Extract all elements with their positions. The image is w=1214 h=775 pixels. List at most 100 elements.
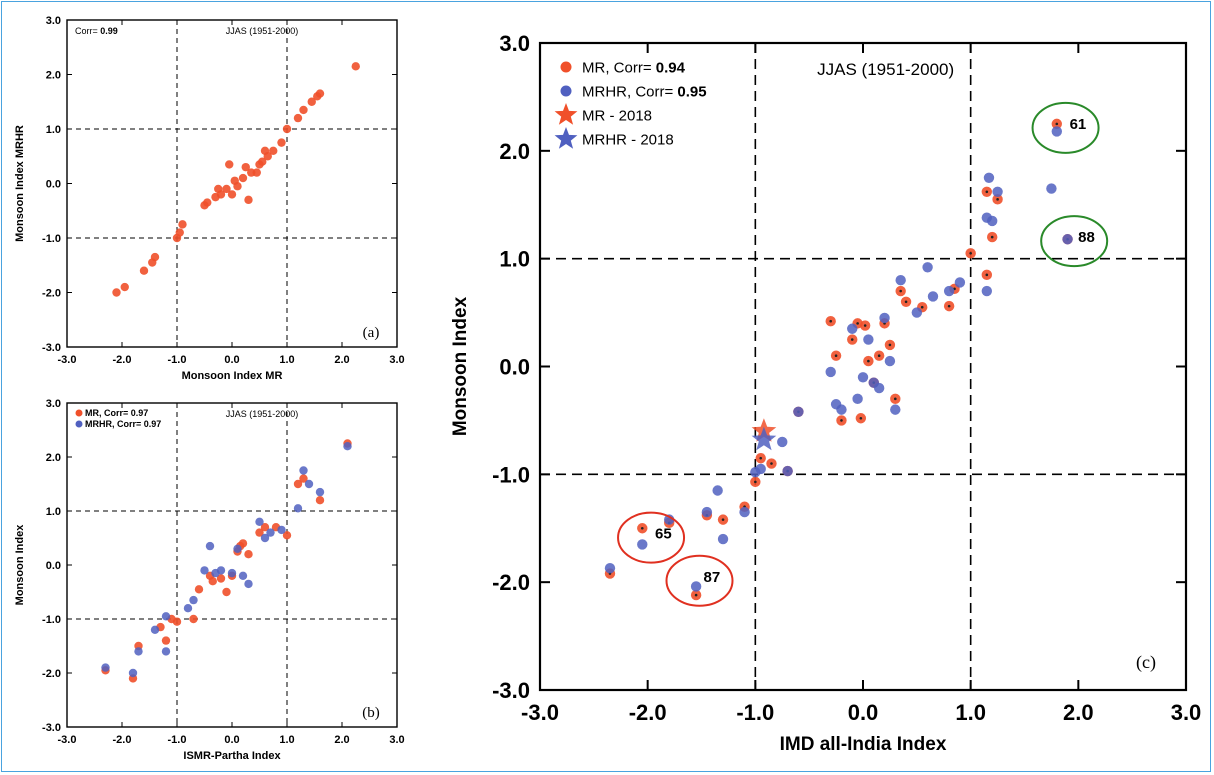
legend-label: MRHR, Corr= 0.97 <box>85 419 161 429</box>
data-point-mrhr <box>927 291 939 302</box>
data-point-mr <box>175 228 184 237</box>
data-point-mrhr <box>227 568 237 578</box>
data-point-center <box>899 289 902 293</box>
legend-text: MR, Corr= <box>85 408 131 418</box>
y-tick-label: -3.0 <box>492 678 530 703</box>
legend-marker-mr <box>560 61 572 73</box>
data-point-center <box>867 359 870 363</box>
data-point-mr <box>189 614 198 624</box>
data-point-mr <box>222 184 231 194</box>
legend-text: MRHR, Corr= <box>85 419 144 429</box>
data-point-mrhr <box>101 663 110 672</box>
data-point-mrhr <box>884 355 896 367</box>
series-mrhr <box>604 126 1073 592</box>
data-point-center <box>759 456 763 460</box>
x-tick-label: 1.0 <box>279 354 294 366</box>
y-tick-label: 1.0 <box>46 124 61 136</box>
data-point-mrhr <box>1051 126 1063 137</box>
data-point-mrhr <box>836 404 847 415</box>
data-point-center <box>856 322 859 325</box>
data-point-center <box>694 593 698 597</box>
legend-marker-mr <box>75 409 83 417</box>
data-point-mr <box>208 577 217 586</box>
data-point-mr <box>282 531 292 540</box>
data-point-center <box>985 190 989 194</box>
data-point-mr <box>299 105 308 115</box>
data-point-mrhr <box>1062 234 1073 245</box>
x-tick-label: 1.0 <box>279 734 294 746</box>
data-point-mrhr <box>992 186 1003 198</box>
data-point-mrhr <box>793 406 804 417</box>
data-point-center <box>877 354 881 358</box>
data-point-mrhr <box>637 539 648 550</box>
legend-marker-mrhr <box>75 420 83 428</box>
y-tick-label: -2.0 <box>42 668 61 680</box>
x-tick-label: -3.0 <box>521 700 559 725</box>
data-point-mr <box>315 89 325 98</box>
y-tick-label: 1.0 <box>499 247 530 272</box>
data-point-mrhr <box>293 504 303 513</box>
legend-value: 0.97 <box>131 408 149 418</box>
data-point-mr <box>293 113 303 123</box>
panel-label: (c) <box>1136 652 1156 673</box>
data-point-mrhr <box>183 604 193 613</box>
data-point-mrhr <box>238 571 248 580</box>
y-tick-label: 2.0 <box>499 139 530 164</box>
y-axis-label: Monsoon Index <box>14 524 26 606</box>
data-point-mrhr <box>260 533 270 543</box>
data-point-mr <box>315 496 325 505</box>
y-tick-label: -2.0 <box>492 570 530 595</box>
data-point-mrhr <box>205 541 215 551</box>
data-point-mrhr <box>857 372 869 383</box>
legend-label: MR, Corr= 0.97 <box>85 408 148 418</box>
data-point-center <box>721 518 725 521</box>
data-point-mrhr <box>847 323 858 334</box>
data-point-mr <box>161 636 171 645</box>
legend-value: 0.97 <box>144 419 162 429</box>
data-point-mrhr <box>852 393 863 405</box>
data-point-center <box>840 419 843 422</box>
y-tick-label: -1.0 <box>42 233 61 245</box>
data-point-mrhr <box>161 647 171 656</box>
y-tick-label: 0.0 <box>46 178 61 190</box>
legend-text: MRHR - 2018 <box>582 131 674 148</box>
legend-text: MR, Corr= <box>582 59 656 76</box>
data-point-mr <box>258 157 267 166</box>
data-point-mrhr <box>739 506 750 518</box>
x-tick-label: -3.0 <box>58 734 77 746</box>
data-point-mr <box>260 523 270 532</box>
data-point-mrhr <box>890 404 901 415</box>
data-point-mr <box>233 182 242 191</box>
x-tick-label: -1.0 <box>736 700 774 725</box>
legend-label: MR, Corr= 0.94 <box>582 59 686 76</box>
data-point-mr <box>238 173 248 183</box>
data-point-center <box>770 462 773 465</box>
data-point-mr <box>307 97 316 106</box>
panel-c: -3.0 -2.0 -1.0 0.0 1.0 2.0 3.0 -3.0 -2.0 -1.0 0.0 1… <box>450 31 1201 755</box>
data-point-mrhr <box>943 285 955 297</box>
data-point-mrhr <box>128 668 138 678</box>
point-annotation: 87 <box>704 569 721 586</box>
data-point-mr <box>252 168 261 177</box>
panel-a: -3.0 -2.0 -1.0 0.0 1.0 2.0 3.0 -3.0 -2.0 -1.0 0.0 1… <box>14 15 405 382</box>
corr-label-text: Corr= <box>75 26 100 36</box>
data-point-mr <box>241 162 250 172</box>
data-point-mrhr <box>200 566 209 575</box>
data-point-mrhr <box>717 533 729 545</box>
data-point-mr <box>120 282 129 292</box>
data-point-mrhr <box>777 436 788 448</box>
x-tick-label: 1.0 <box>955 700 986 725</box>
x-tick-label: -3.0 <box>58 354 77 366</box>
legend-text: MR - 2018 <box>582 107 652 124</box>
data-point-center <box>990 235 994 239</box>
legend-text: MRHR, Corr= <box>582 83 677 100</box>
highlight-circle <box>1031 101 1100 154</box>
highlight-circle <box>1040 215 1109 268</box>
data-point-center <box>1055 122 1059 126</box>
data-point-mr <box>299 474 308 483</box>
data-point-mr <box>227 190 237 199</box>
data-point-center <box>888 343 892 347</box>
data-point-center <box>920 305 924 309</box>
data-point-mr <box>112 288 121 297</box>
data-point-mrhr <box>299 466 308 475</box>
